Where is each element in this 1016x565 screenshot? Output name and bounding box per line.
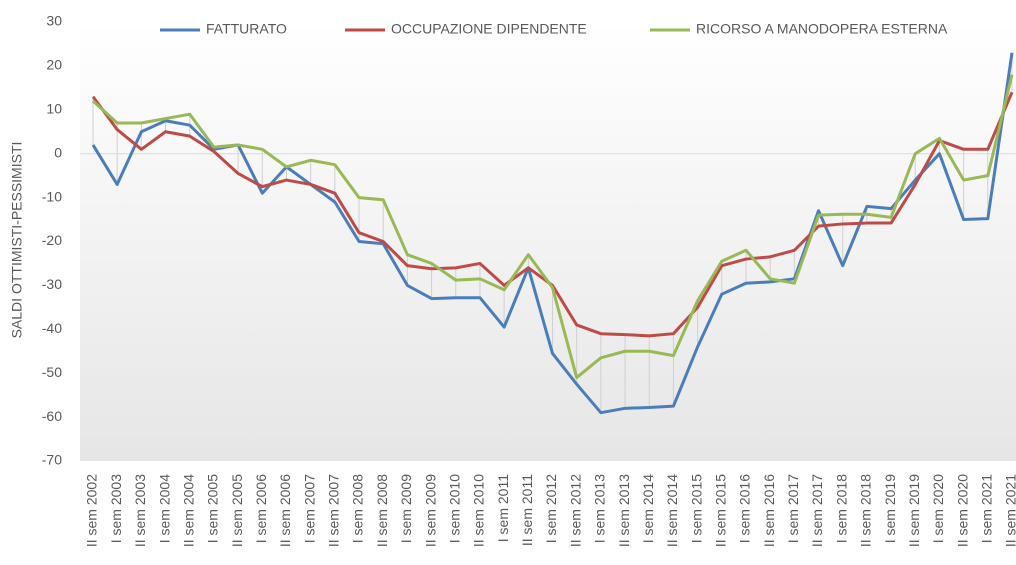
x-tick-label: I sem 2013 bbox=[592, 474, 608, 543]
y-tick-label: -60 bbox=[42, 408, 62, 424]
x-tick-label: I sem 2012 bbox=[543, 474, 559, 543]
x-tick-label: I sem 2004 bbox=[156, 474, 172, 543]
x-tick-label: I sem 2007 bbox=[301, 474, 317, 543]
x-tick-label: II sem 2011 bbox=[519, 474, 535, 546]
x-tick-label: II sem 2018 bbox=[858, 474, 874, 547]
x-tick-label: I sem 2008 bbox=[350, 474, 366, 543]
x-tick-label: II sem 2004 bbox=[180, 474, 196, 547]
x-tick-label: I sem 2018 bbox=[833, 474, 849, 543]
x-tick-label: II sem 2017 bbox=[809, 474, 825, 547]
x-tick-label: II sem 2013 bbox=[616, 474, 632, 547]
x-tick-label: I sem 2019 bbox=[882, 474, 898, 543]
legend-label: OCCUPAZIONE DIPENDENTE bbox=[391, 21, 587, 37]
x-tick-label: II sem 2019 bbox=[906, 474, 922, 547]
legend-label: FATTURATO bbox=[206, 21, 287, 37]
y-tick-label: 20 bbox=[46, 57, 62, 73]
x-tick-label: I sem 2011 bbox=[495, 474, 511, 542]
series-line bbox=[91, 52, 1014, 415]
x-tick-label: II sem 2015 bbox=[712, 474, 728, 547]
x-tick-label: II sem 2021 bbox=[1003, 474, 1016, 547]
x-tick-label: I sem 2016 bbox=[737, 474, 753, 543]
x-tick-label: II sem 2012 bbox=[567, 474, 583, 547]
y-tick-label: -50 bbox=[42, 364, 62, 380]
y-tick-label: 30 bbox=[46, 13, 62, 29]
x-tick-label: II sem 2020 bbox=[954, 474, 970, 547]
x-tick-label: II sem 2005 bbox=[229, 474, 245, 547]
series-line bbox=[91, 74, 1014, 380]
x-tick-label: I sem 2015 bbox=[688, 474, 704, 543]
y-tick-label: 10 bbox=[46, 101, 62, 117]
plot-area bbox=[80, 22, 1016, 461]
x-tick-label: II sem 2009 bbox=[422, 474, 438, 547]
x-tick-label: II sem 2008 bbox=[374, 474, 390, 547]
x-tick-label: I sem 2009 bbox=[398, 474, 414, 543]
x-tick-label: I sem 2006 bbox=[253, 474, 269, 543]
x-tick-label: II sem 2003 bbox=[132, 474, 148, 547]
y-tick-label: -40 bbox=[42, 320, 62, 336]
x-tick-label: I sem 2003 bbox=[108, 474, 124, 543]
x-tick-label: I sem 2010 bbox=[446, 474, 462, 543]
y-tick-label: -70 bbox=[42, 452, 62, 468]
x-tick-label: I sem 2020 bbox=[930, 474, 946, 543]
x-tick-label: I sem 2021 bbox=[979, 474, 995, 543]
x-tick-label: I sem 2005 bbox=[205, 474, 221, 543]
y-tick-label: 0 bbox=[54, 144, 62, 160]
x-tick-label: II sem 2007 bbox=[326, 474, 342, 547]
y-axis-label: SALDI OTTIMISTI-PESSIMISTI bbox=[9, 142, 25, 339]
x-tick-label: I sem 2014 bbox=[640, 474, 656, 543]
x-tick-label: II sem 2010 bbox=[471, 474, 487, 547]
y-tick-label: -20 bbox=[42, 232, 62, 248]
x-tick-label: II sem 2002 bbox=[84, 474, 100, 547]
y-tick-label: -10 bbox=[42, 188, 62, 204]
x-tick-label: II sem 2016 bbox=[761, 474, 777, 547]
x-tick-label: II sem 2014 bbox=[664, 474, 680, 547]
x-tick-label: II sem 2006 bbox=[277, 474, 293, 547]
y-tick-label: -30 bbox=[42, 276, 62, 292]
legend-label: RICORSO A MANODOPERA ESTERNA bbox=[696, 21, 948, 37]
x-tick-label: I sem 2017 bbox=[785, 474, 801, 543]
